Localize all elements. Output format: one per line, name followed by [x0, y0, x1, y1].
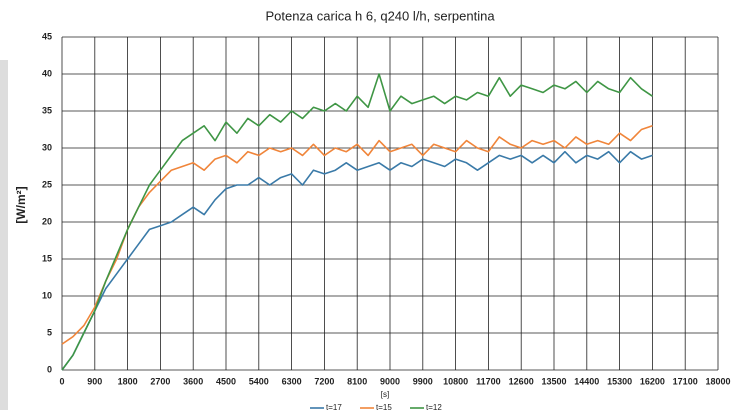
- y-tick-label: 35: [42, 105, 52, 115]
- x-tick-label: 10800: [443, 376, 468, 386]
- y-tick-label: 20: [42, 216, 52, 226]
- x-tick-label: 16200: [640, 376, 665, 386]
- y-tick-label: 5: [47, 327, 52, 337]
- x-tick-label: 12600: [509, 376, 534, 386]
- x-tick-label: 9900: [413, 376, 433, 386]
- chart-title: Potenza carica h 6, q240 l/h, serpentina: [265, 8, 495, 23]
- y-tick-label: 25: [42, 179, 52, 189]
- x-tick-label: 900: [87, 376, 102, 386]
- x-tick-label: 13500: [541, 376, 566, 386]
- x-tick-label: 9000: [380, 376, 400, 386]
- x-tick-label: 0: [59, 376, 64, 386]
- x-tick-label: 1800: [118, 376, 138, 386]
- legend-label: t=17: [326, 403, 342, 412]
- legend-label: t=15: [376, 403, 392, 412]
- x-tick-label: 7200: [314, 376, 334, 386]
- y-tick-label: 45: [42, 31, 52, 41]
- x-tick-label: 4500: [216, 376, 236, 386]
- series-line: [61, 125, 653, 345]
- x-tick-label: 11700: [476, 376, 501, 386]
- x-tick-label: 6300: [282, 376, 302, 386]
- y-tick-label: 30: [42, 142, 52, 152]
- y-axis-label: [W/m²]: [14, 186, 28, 223]
- y-tick-label: 15: [42, 253, 52, 263]
- x-tick-label: 17100: [673, 376, 698, 386]
- x-tick-label: 2700: [150, 376, 170, 386]
- x-tick-label: 8100: [347, 376, 367, 386]
- y-tick-label: 0: [47, 364, 52, 374]
- legend-label: t=12: [426, 403, 442, 412]
- series-line: [61, 73, 653, 371]
- x-tick-label: 15300: [607, 376, 632, 386]
- y-tick-label: 10: [42, 290, 52, 300]
- x-axis-label: [s]: [381, 390, 389, 399]
- x-tick-label: 18000: [705, 376, 730, 386]
- y-tick-label: 40: [42, 68, 52, 78]
- series-line: [61, 150, 653, 371]
- x-tick-label: 3600: [183, 376, 203, 386]
- x-tick-label: 14400: [574, 376, 599, 386]
- left-edge: [0, 60, 8, 410]
- x-tick-label: 5400: [249, 376, 269, 386]
